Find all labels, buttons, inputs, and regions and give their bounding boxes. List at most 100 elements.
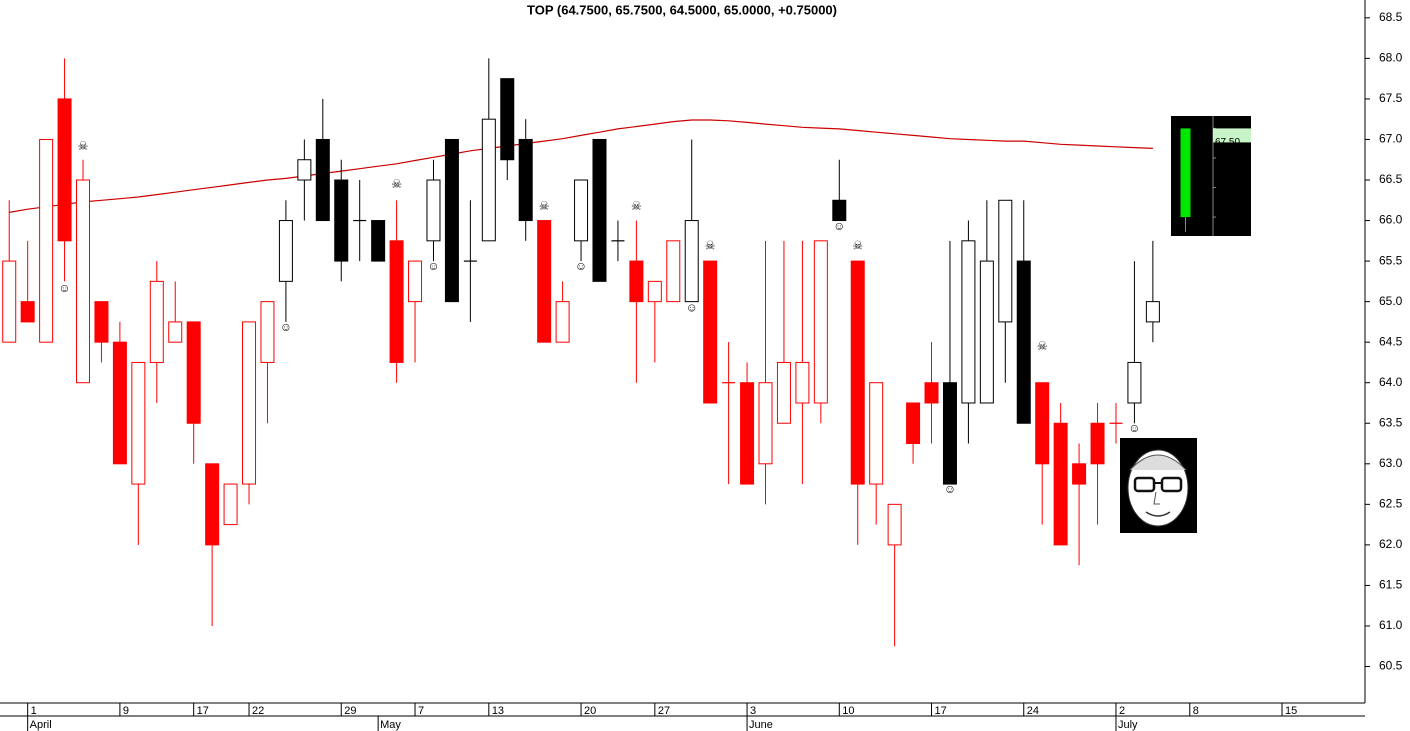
- candle-body: [647, 280, 662, 303]
- month-label: June: [749, 719, 773, 731]
- candle-body: [1090, 422, 1105, 465]
- candle-body: [574, 179, 589, 242]
- inset-marker-bg: [1213, 128, 1251, 143]
- x-tick-label: 17: [935, 705, 947, 717]
- candle-body: [795, 361, 810, 404]
- y-tick-label: 61.5: [1379, 578, 1403, 592]
- candle-body: [242, 321, 257, 485]
- candle-body: [555, 301, 570, 343]
- candle-body: [168, 321, 183, 343]
- candle-body: [481, 118, 496, 242]
- y-tick-label: 66.0: [1379, 213, 1403, 227]
- y-tick-label: 67.5: [1379, 91, 1403, 105]
- candle-body: [94, 301, 109, 343]
- candle-body: [758, 382, 773, 465]
- smiley-signal: ☺: [686, 300, 698, 314]
- y-tick-label: 61.0: [1379, 618, 1403, 632]
- x-tick-label: 10: [842, 705, 854, 717]
- y-tick-label: 62.5: [1379, 497, 1403, 511]
- candle-body: [998, 199, 1013, 323]
- y-tick-label: 64.5: [1379, 334, 1403, 348]
- candle-body: [389, 240, 404, 363]
- candle-body: [740, 382, 755, 485]
- x-tick-label: 13: [492, 705, 504, 717]
- candle-body: [906, 402, 921, 445]
- smiley-signal: ☺: [833, 219, 845, 233]
- candle-body: [76, 179, 91, 384]
- candle-body: [684, 220, 699, 303]
- chart-title: TOP (64.7500, 65.7500, 64.5000, 65.0000,…: [527, 2, 837, 17]
- y-tick-label: 62.0: [1379, 537, 1403, 551]
- x-tick-label: 2: [1119, 705, 1125, 717]
- inset-bar: [1180, 128, 1191, 218]
- candle-body: [887, 503, 902, 546]
- candle-body: [500, 78, 515, 161]
- inset-tick-label: 66: [1222, 212, 1234, 223]
- candle-body: [260, 301, 275, 363]
- skull-signal: ☠: [852, 239, 863, 253]
- candle-body: [537, 220, 552, 343]
- skull-signal: ☠: [705, 239, 716, 253]
- month-label: May: [380, 719, 401, 731]
- y-tick-label: 60.5: [1379, 659, 1403, 673]
- candle-body: [592, 138, 607, 282]
- skull-signal: ☠: [391, 177, 402, 191]
- candle-body: [832, 199, 847, 222]
- candle-body: [1035, 382, 1050, 465]
- candle-body: [703, 260, 718, 404]
- candle-body: [444, 138, 459, 303]
- candle-body: [371, 220, 386, 262]
- candle-body: [131, 361, 146, 485]
- portrait: [1120, 438, 1197, 533]
- skull-signal: ☠: [631, 199, 642, 213]
- month-label: April: [30, 719, 52, 731]
- candle-body: [1072, 463, 1087, 485]
- candle-body: [850, 260, 865, 485]
- inset-tick-label: 66.5: [1222, 182, 1242, 193]
- candle-body: [942, 382, 957, 485]
- candle-body: [518, 138, 533, 222]
- x-tick-label: 1: [31, 705, 37, 717]
- skull-signal: ☠: [1037, 339, 1048, 353]
- y-tick-label: 65.5: [1379, 253, 1403, 267]
- candle-body: [869, 382, 884, 485]
- candle-body: [1145, 301, 1160, 323]
- y-tick-label: 67.0: [1379, 132, 1403, 146]
- candle-body: [112, 341, 127, 465]
- y-tick-label: 63.0: [1379, 456, 1403, 470]
- candle-body: [186, 321, 201, 424]
- candle-body: [205, 463, 220, 546]
- x-tick-label: 17: [197, 705, 209, 717]
- candle-body: [426, 179, 441, 242]
- y-tick-label: 65.0: [1379, 294, 1403, 308]
- x-tick-label: 27: [658, 705, 670, 717]
- x-tick-label: 9: [123, 705, 129, 717]
- y-tick-label: 63.5: [1379, 415, 1403, 429]
- candle-body: [278, 220, 293, 282]
- y-tick-label: 68.5: [1379, 10, 1403, 24]
- candle-body: [39, 138, 54, 343]
- smiley-signal: ☺: [427, 259, 439, 273]
- y-tick-label: 66.5: [1379, 172, 1403, 186]
- inset-tick-label: 67: [1222, 153, 1234, 164]
- candle-body: [1016, 260, 1031, 424]
- candle-body: [223, 483, 238, 526]
- candle-body: [1053, 422, 1068, 546]
- candle-body: [776, 361, 791, 424]
- candle-body: [20, 301, 35, 323]
- candle-body: [1127, 361, 1142, 404]
- candle-body: [149, 280, 164, 363]
- smiley-signal: ☺: [280, 320, 292, 334]
- x-tick-label: 29: [344, 705, 356, 717]
- candle-body: [666, 240, 681, 303]
- x-tick-label: 24: [1027, 705, 1039, 717]
- candle-body: [2, 260, 17, 343]
- x-tick-label: 7: [418, 705, 424, 717]
- x-tick-label: 15: [1285, 705, 1297, 717]
- smiley-signal: ☺: [575, 259, 587, 273]
- x-tick-label: 22: [252, 705, 264, 717]
- candle-body: [813, 240, 828, 404]
- candle-body: [924, 382, 939, 404]
- smiley-signal: ☺: [1128, 421, 1140, 435]
